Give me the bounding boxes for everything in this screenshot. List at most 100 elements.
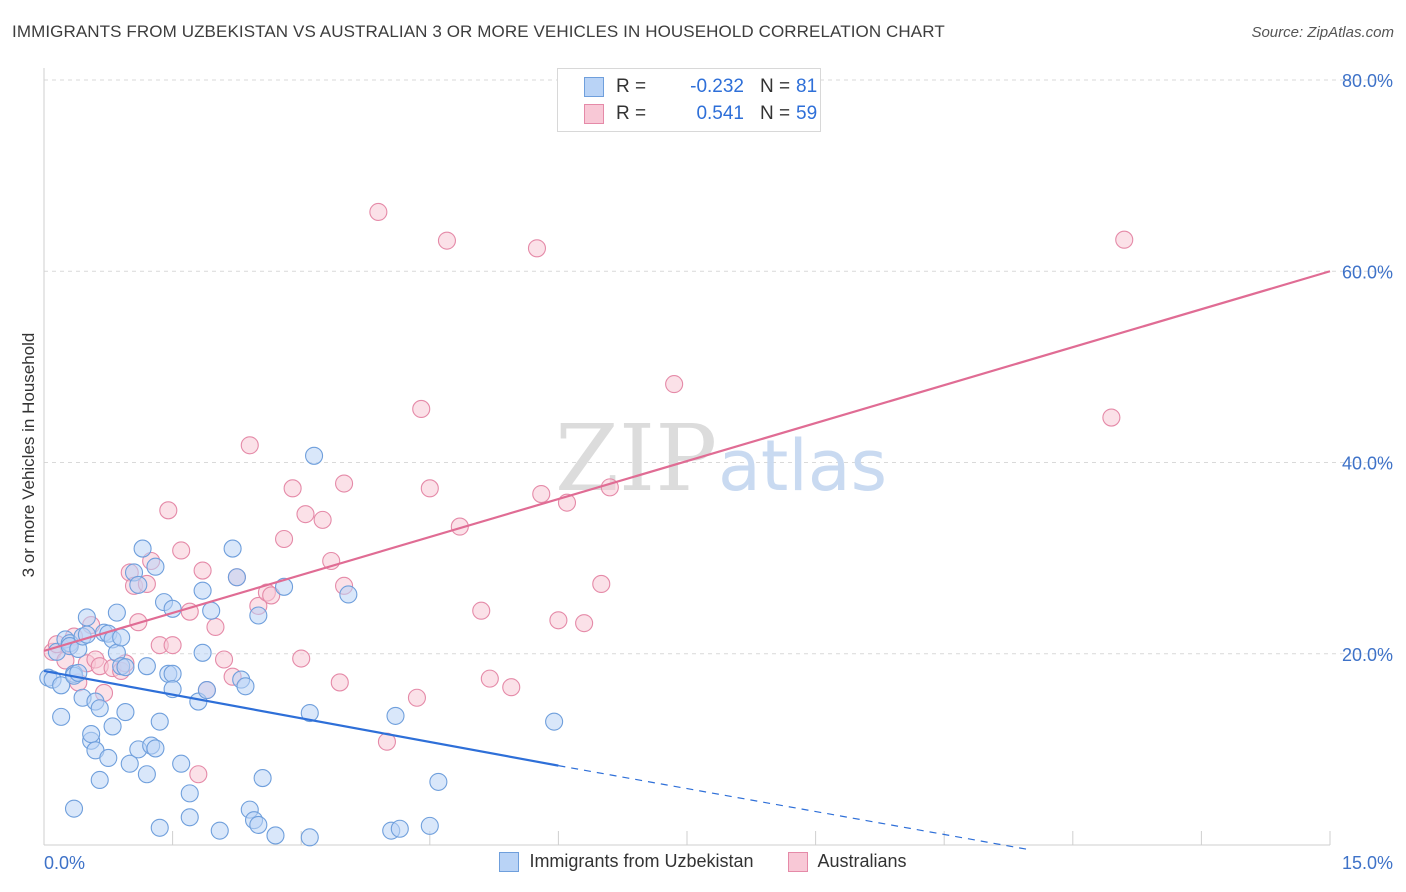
- data-point-australians: [193, 561, 212, 580]
- data-point-uzbekistan: [305, 446, 324, 465]
- data-point-uzbekistan: [116, 703, 135, 722]
- data-point-uzbekistan: [116, 658, 135, 677]
- x-tick-label: 0.0%: [44, 853, 85, 873]
- data-point-uzbekistan: [275, 577, 294, 596]
- data-point-australians: [296, 505, 315, 524]
- data-point-uzbekistan: [545, 712, 564, 731]
- data-point-uzbekistan: [253, 769, 272, 788]
- data-point-australians: [412, 399, 431, 419]
- australians-swatch: [584, 104, 604, 124]
- data-point-uzbekistan: [249, 815, 268, 834]
- data-point-uzbekistan: [146, 557, 165, 576]
- data-point-australians: [592, 574, 611, 593]
- uzbekistan-swatch: [499, 851, 520, 872]
- data-point-uzbekistan: [390, 819, 409, 838]
- data-point-australians: [369, 202, 388, 222]
- data-point-uzbekistan: [180, 808, 199, 827]
- australians-swatch: [787, 851, 808, 872]
- data-point-uzbekistan: [193, 643, 212, 662]
- grid-lines: [44, 79, 1392, 655]
- tick-labels: 20.0% 40.0% 60.0% 80.0% 0.0% 15.0%: [44, 71, 1393, 873]
- data-point-australians: [472, 601, 491, 620]
- data-point-uzbekistan: [210, 821, 229, 840]
- data-point-uzbekistan: [202, 601, 221, 620]
- data-point-australians: [665, 375, 684, 394]
- data-point-uzbekistan: [249, 606, 268, 625]
- data-point-uzbekistan: [137, 657, 156, 676]
- watermark-atlas: atlas: [718, 425, 887, 507]
- data-point-uzbekistan: [339, 585, 358, 604]
- data-point-uzbekistan: [146, 739, 165, 758]
- data-point-australians: [163, 636, 182, 655]
- data-point-australians: [1102, 408, 1121, 427]
- data-point-australians: [1115, 230, 1134, 249]
- r-label: R =: [616, 76, 647, 97]
- data-point-uzbekistan: [150, 712, 169, 731]
- data-point-uzbekistan: [180, 784, 199, 803]
- data-point-uzbekistan: [77, 608, 96, 627]
- data-point-australians: [549, 611, 568, 630]
- data-point-australians: [262, 586, 281, 605]
- r-label: R =: [616, 103, 647, 124]
- legend-label-uzbekistan: Immigrants from Uzbekistan: [529, 851, 754, 871]
- data-point-uzbekistan: [420, 816, 439, 835]
- trend-line-australians: [43, 270, 1331, 652]
- data-point-uzbekistan: [163, 664, 182, 683]
- data-point-uzbekistan: [386, 706, 405, 725]
- uzbekistan-swatch: [584, 77, 604, 97]
- data-point-australians: [502, 678, 521, 697]
- bottom-legend: Immigrants from Uzbekistan Australians: [0, 851, 1406, 872]
- data-point-uzbekistan: [64, 799, 84, 818]
- trend-line-uzbekistan-extrapolated: [558, 765, 1031, 851]
- data-point-australians: [527, 239, 547, 258]
- data-point-australians: [214, 650, 234, 669]
- data-point-uzbekistan: [172, 754, 191, 773]
- data-point-australians: [159, 501, 178, 520]
- data-point-australians: [575, 614, 594, 633]
- trend-lines: [43, 270, 1331, 851]
- data-point-uzbekistan: [90, 770, 109, 790]
- data-point-australians: [437, 231, 456, 250]
- n-value: 59: [796, 103, 818, 124]
- data-point-australians: [480, 669, 499, 688]
- legend-label-australians: Australians: [817, 851, 907, 871]
- data-point-australians: [240, 436, 259, 455]
- data-point-uzbekistan: [300, 828, 319, 847]
- data-point-uzbekistan: [120, 754, 139, 773]
- data-point-uzbekistan: [197, 681, 216, 700]
- data-point-uzbekistan: [227, 568, 246, 587]
- data-point-uzbekistan: [429, 772, 448, 791]
- data-point-australians: [172, 541, 191, 560]
- data-point-uzbekistan: [129, 575, 148, 594]
- data-point-uzbekistan: [223, 539, 242, 558]
- data-point-australians: [330, 673, 349, 692]
- n-label: N =: [760, 103, 791, 124]
- data-point-australians: [206, 617, 225, 637]
- y-axis-label: 3 or more Vehicles in Household: [19, 333, 38, 578]
- legend-item-uzbekistan[interactable]: Immigrants from Uzbekistan: [499, 851, 754, 872]
- legend-item-australians[interactable]: Australians: [787, 851, 907, 872]
- data-point-australians: [313, 510, 332, 529]
- watermark-zip: ZIP: [555, 405, 717, 512]
- y-tick-label: 60.0%: [1342, 262, 1393, 282]
- data-point-australians: [283, 479, 302, 498]
- n-label: N =: [760, 76, 791, 97]
- data-point-uzbekistan: [150, 818, 169, 837]
- uzbekistan-points: [39, 446, 564, 847]
- stats-legend: R = -0.232 N = 81 R = 0.541 N = 59: [557, 68, 821, 132]
- watermark: ZIP atlas: [555, 405, 887, 512]
- data-point-uzbekistan: [103, 717, 122, 736]
- data-point-uzbekistan: [107, 603, 126, 622]
- chart-title: IMMIGRANTS FROM UZBEKISTAN VS AUSTRALIAN…: [12, 22, 945, 41]
- trend-line-uzbekistan: [43, 669, 559, 767]
- y-tick-label: 20.0%: [1342, 645, 1393, 665]
- data-point-australians: [275, 529, 294, 549]
- data-point-uzbekistan: [52, 676, 71, 695]
- data-point-australians: [532, 485, 551, 504]
- x-tick-label: 15.0%: [1342, 853, 1393, 873]
- data-point-uzbekistan: [112, 628, 131, 647]
- r-value: -0.232: [690, 76, 744, 97]
- data-point-uzbekistan: [137, 765, 156, 784]
- data-point-uzbekistan: [266, 826, 285, 845]
- data-point-uzbekistan: [300, 703, 319, 723]
